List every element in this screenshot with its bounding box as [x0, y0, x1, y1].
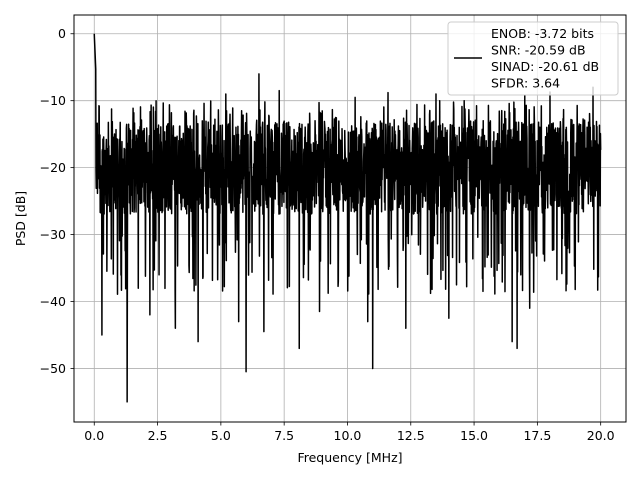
axes-frame — [73, 14, 627, 423]
tick-layer: 0.0 2.5 5.0 7.5 10.0 12.5 15.0 17.5 20.0 0 −10 −20 −… — [40, 26, 615, 443]
legend-text-line: SNR: -20.59 dB — [491, 43, 586, 58]
x-tick-label: 20.0 — [587, 428, 615, 443]
y-tick-label: −50 — [40, 361, 66, 376]
x-tick-label: 17.5 — [523, 428, 551, 443]
y-tick-label: 0 — [58, 26, 66, 41]
x-tick-label: 5.0 — [211, 428, 231, 443]
y-tick-label: −10 — [40, 93, 66, 108]
legend-text-line: SINAD: -20.61 dB — [491, 59, 599, 74]
x-tick-label: 10.0 — [334, 428, 362, 443]
x-tick-label: 2.5 — [148, 428, 168, 443]
x-tick-label: 7.5 — [274, 428, 294, 443]
psd-series-line — [93, 33, 602, 403]
x-tick-label: 15.0 — [460, 428, 488, 443]
legend-text-line: ENOB: -3.72 bits — [491, 26, 594, 41]
y-tick-label: −30 — [40, 227, 66, 242]
legend-box — [447, 21, 619, 96]
x-tick-label: 0.0 — [84, 428, 104, 443]
y-tick-label: −20 — [40, 160, 66, 175]
y-axis-label: PSD [dB] — [13, 191, 28, 246]
x-axis-label: Frequency [MHz] — [297, 450, 402, 465]
x-tick-label: 12.5 — [397, 428, 425, 443]
legend-text-line: SFDR: 3.64 — [491, 76, 560, 91]
y-tick-label: −40 — [40, 294, 66, 309]
series-layer — [93, 33, 602, 403]
